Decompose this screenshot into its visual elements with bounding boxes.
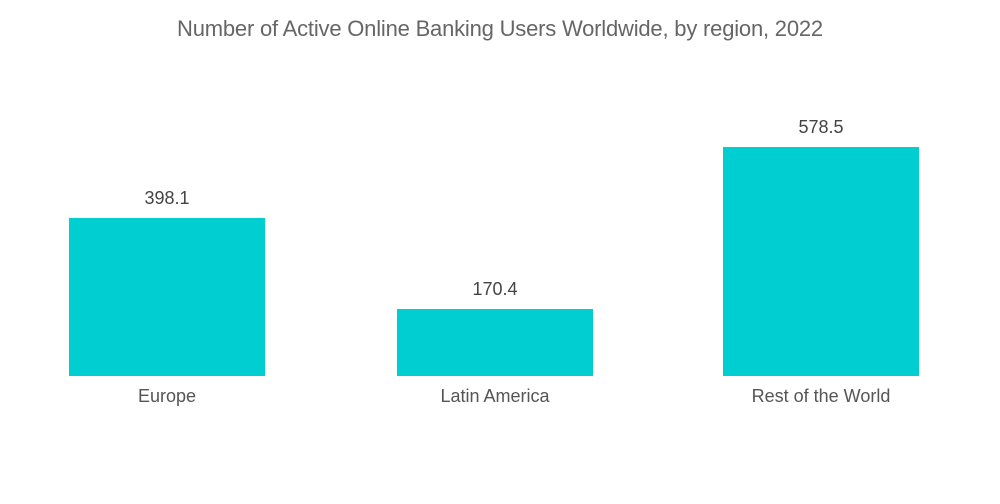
bar-latin-america xyxy=(397,309,593,376)
value-label-latin-america: 170.4 xyxy=(472,279,518,299)
category-label-europe: Europe xyxy=(137,386,197,406)
category-label-latin-america: Latin America xyxy=(440,386,550,406)
bar-europe xyxy=(69,218,265,376)
bar-rest-of-world xyxy=(723,147,919,376)
value-label-rest-of-world: 578.5 xyxy=(798,117,844,137)
chart-title: Number of Active Online Banking Users Wo… xyxy=(177,16,823,41)
category-label-rest-of-world: Rest of the World xyxy=(751,386,891,406)
value-label-europe: 398.1 xyxy=(144,188,190,208)
